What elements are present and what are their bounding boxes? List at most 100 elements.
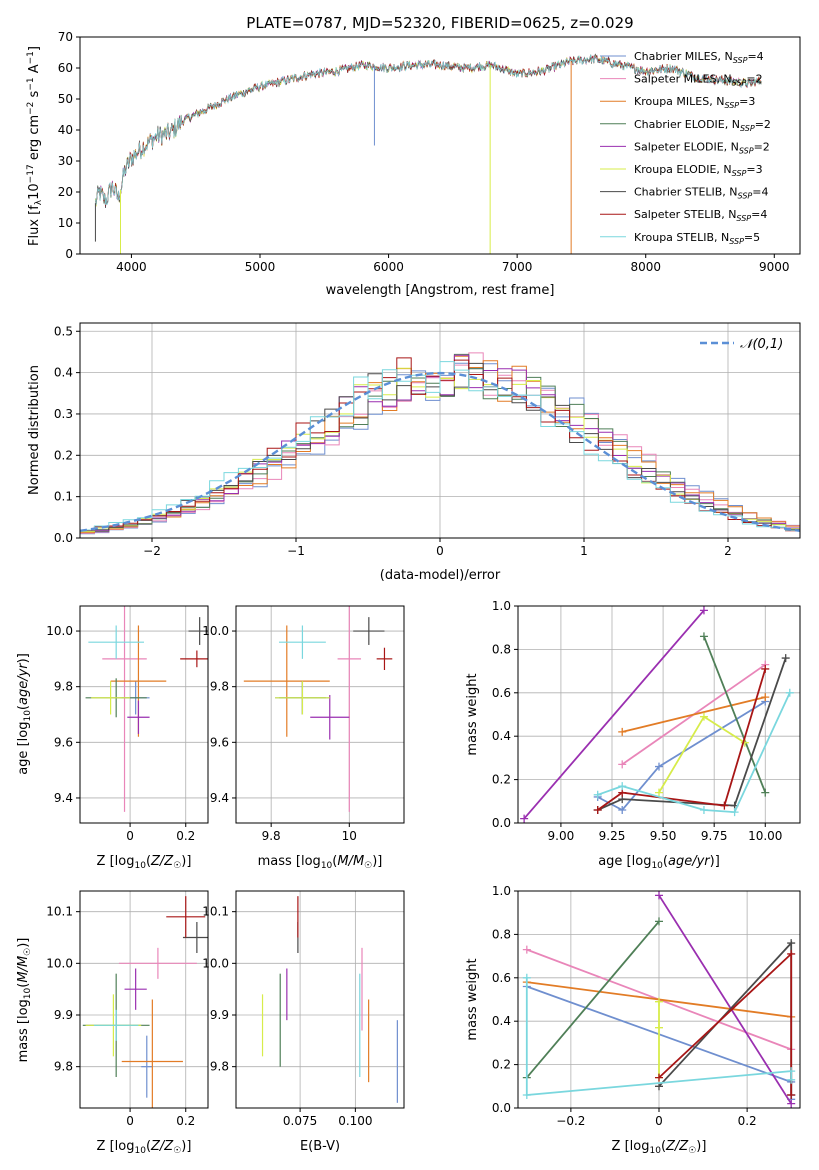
weight-point-marker: [618, 727, 627, 736]
x-tick-label: 2: [724, 544, 732, 558]
x-tick-label: 4000: [116, 260, 147, 274]
label-fragment: 10: [649, 1146, 661, 1156]
y-tick-label: 9.9: [210, 1008, 229, 1022]
label-fragment: Z [log: [97, 854, 135, 869]
weight-point-marker: [761, 664, 770, 673]
label-fragment: s: [27, 90, 42, 101]
legend-entry: 𝒩(0,1): [740, 337, 783, 352]
legend-subscript: SSP: [736, 214, 751, 223]
legend-text: =4: [747, 50, 763, 63]
weight-point-marker: [655, 788, 663, 797]
y-tick-label: 10.0: [202, 624, 229, 638]
y-tick-label: 1.0: [492, 599, 511, 613]
weight-point-marker: [787, 1090, 796, 1099]
x-tick-label: 1: [580, 544, 588, 558]
x-tick-label: 8000: [630, 260, 661, 274]
x-tick-label: −1: [287, 544, 305, 558]
label-fragment: 10: [134, 861, 146, 871]
x-tick-label: 0.100: [338, 1114, 372, 1128]
label-fragment: ]: [27, 46, 42, 51]
legend-text: =3: [746, 163, 762, 176]
y-tick-label: 0.0: [492, 1101, 511, 1115]
y-tick-label: 0.4: [492, 729, 511, 743]
x-axis-label: (data-model)/error: [380, 568, 501, 583]
legend-text: Salpeter MILES, N: [634, 73, 732, 86]
y-tick-label: 0.8: [492, 927, 511, 941]
weight-point-marker: [618, 760, 627, 769]
label-fragment: (: [16, 705, 31, 710]
weight-series-line: [658, 894, 792, 1105]
x-tick-label: 0.2: [176, 829, 195, 843]
weight-point-marker: [655, 891, 663, 900]
y-tick-label: 10.0: [46, 624, 73, 638]
weight-point-marker: [520, 814, 529, 823]
weight-point-marker: [618, 805, 627, 814]
label-fragment: ☉: [173, 861, 181, 871]
label-fragment: (: [661, 1139, 666, 1154]
y-tick-label: 0.0: [54, 531, 73, 545]
label-fragment: mass [log: [258, 854, 321, 869]
axes-frame: [79, 890, 209, 1109]
legend-text: Kroupa MILES, N: [634, 95, 724, 108]
x-tick-label: 6000: [373, 260, 404, 274]
label-fragment: −2: [26, 102, 36, 115]
label-fragment: M/M: [16, 956, 31, 983]
y-tick-label: 20: [58, 185, 73, 199]
weight-point-marker: [787, 939, 796, 948]
weight-point-marker: [655, 762, 663, 771]
legend-entry: Salpeter STELIB, NSSP=4: [634, 208, 767, 223]
y-tick-label: 0.6: [492, 686, 511, 700]
label-fragment: 10: [23, 987, 33, 999]
legend-text: Chabrier ELODIE, N: [634, 118, 740, 131]
weight-point-marker: [699, 712, 708, 721]
y-tick-label: 40: [58, 123, 73, 137]
label-fragment: age/yr: [668, 854, 711, 869]
axes-frame: [517, 605, 801, 824]
label-fragment: )]: [696, 1139, 706, 1154]
legend-text: Kroupa ELODIE, N: [634, 163, 732, 176]
legend-text: Chabrier MILES, N: [634, 50, 733, 63]
label-fragment: −1: [26, 51, 36, 64]
label-fragment: (: [146, 854, 151, 869]
error-bars: [261, 896, 398, 1103]
legend-subscript: SSP: [738, 192, 753, 201]
weight-point-marker: [522, 945, 531, 954]
legend-subscript: SSP: [729, 237, 744, 246]
age-vs-metallicity-panel: 0 0.29.49.69.810.0Z [log10(Z/Z☉)]age [log…: [16, 605, 209, 871]
spectrum-lines: [94, 53, 762, 254]
y-axis-label: Normed distribution: [27, 365, 42, 495]
legend-entry: Kroupa ELODIE, NSSP=3: [634, 163, 763, 178]
x-tick-label: 0: [655, 1114, 663, 1128]
weight-point-marker: [781, 654, 790, 663]
mass-vs-extinction-panel: 0.075 0.100 9.8 9.9 10.0 10.1 E(B-V): [202, 890, 405, 1154]
legend-subscript: SSP: [732, 79, 747, 88]
x-tick-label: 9.50: [650, 829, 677, 843]
x-axis-label: wavelength [Angstrom, rest frame]: [326, 283, 555, 298]
label-fragment: −17: [26, 164, 36, 183]
y-tick-label: 10: [58, 216, 73, 230]
label-fragment: ☉: [23, 948, 33, 956]
label-fragment: M/M: [337, 854, 364, 869]
weight-point-marker: [761, 788, 770, 797]
label-fragment: Flux [f: [27, 205, 42, 246]
weight-series-line: [523, 609, 705, 820]
x-tick-label: 9.25: [599, 829, 626, 843]
legend-text: =3: [739, 95, 755, 108]
mass-weight-vs-age-panel: 9.00 9.25 9.50 9.75 10.00 0.0 0.2 0.4 0.6 0.8 1.0 a…: [465, 599, 801, 871]
weight-series-line: [597, 668, 767, 811]
label-fragment: )]: [181, 1139, 191, 1154]
histogram-series: [80, 361, 800, 532]
weight-point-marker: [720, 801, 729, 810]
weight-lines: [522, 891, 796, 1108]
weight-point-marker: [699, 632, 708, 641]
y-tick-label: 0.8: [492, 642, 511, 656]
weight-point-marker: [699, 606, 708, 615]
y-axis-label: mass weight: [465, 958, 480, 1040]
y-tick-label: 9.8: [54, 680, 73, 694]
weight-point-marker: [787, 1075, 796, 1084]
y-tick-label: 30: [58, 154, 73, 168]
label-fragment: (: [146, 1139, 151, 1154]
legend-entry: Chabrier ELODIE, NSSP=2: [634, 118, 771, 133]
